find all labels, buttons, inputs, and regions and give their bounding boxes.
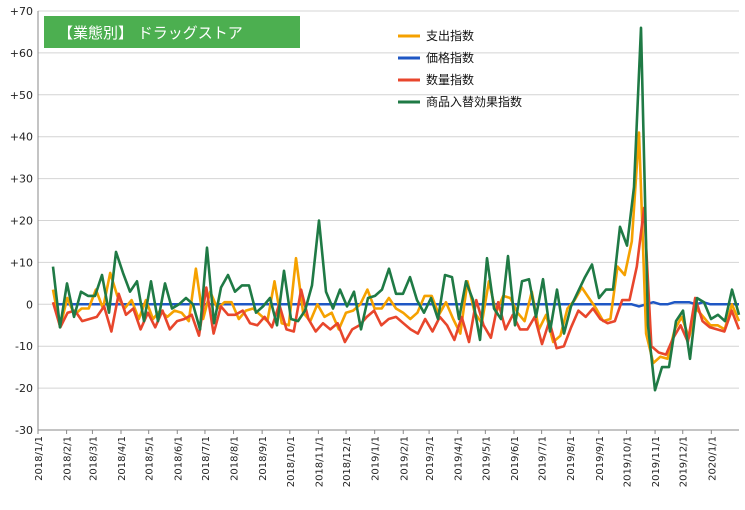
chart-title-box: 【業態別】 ドラッグストア: [44, 16, 300, 48]
series-lines: [51, 26, 741, 392]
y-tick-label: -20: [15, 382, 33, 395]
legend-label: 支出指数: [426, 28, 474, 43]
x-tick-label: 2019/1/1: [371, 436, 382, 481]
x-tick-label: 2019/6/1: [510, 436, 521, 481]
x-tick-label: 2019/3/1: [425, 436, 436, 481]
legend-label: 価格指数: [426, 50, 474, 65]
x-tick-label: 2018/8/1: [230, 436, 241, 481]
legend-label: 商品入替効果指数: [426, 94, 522, 109]
y-tick-label: +60: [10, 47, 33, 60]
x-tick-label: 2018/11/1: [314, 436, 325, 487]
y-tick-labels: -30 -20 -10 0 +10 +20 +30 +40 +50 +60 +70: [10, 5, 33, 437]
x-tick-label: 2018/9/1: [258, 436, 269, 481]
x-tick-label: 2018/2/1: [63, 436, 74, 481]
y-tick-label: -30: [15, 424, 33, 437]
x-tick-label: 2018/3/1: [88, 436, 99, 481]
x-tick-label: 2018/1/1: [34, 436, 45, 481]
x-tick-label: 2019/12/1: [679, 436, 690, 487]
y-tick-label: +40: [10, 131, 33, 144]
series-line-1: [53, 300, 739, 308]
legend-label: 数量指数: [426, 72, 474, 87]
x-tick-label: 2019/10/1: [622, 436, 633, 487]
series-line-2: [51, 206, 741, 356]
x-tick-label: 2018/7/1: [201, 436, 212, 481]
x-tick-label: 2019/8/1: [566, 436, 577, 481]
x-tick-label: 2019/4/1: [454, 436, 465, 481]
axes: [37, 11, 739, 431]
x-tick-label: 2018/6/1: [173, 436, 184, 481]
chart-title: 【業態別】 ドラッグストア: [58, 24, 243, 42]
y-tick-label: -10: [15, 340, 33, 353]
series-line-3: [51, 26, 741, 392]
x-tick-label: 2018/10/1: [286, 436, 297, 487]
x-tick-label: 2019/9/1: [595, 436, 606, 481]
x-tick-label: 2020/1/1: [707, 436, 718, 481]
title-background: [44, 16, 300, 48]
y-tick-label: +50: [10, 89, 33, 102]
x-tick-labels: 2018/1/1 2018/2/1 2018/3/1 2018/4/1 2018/5/1…: [34, 430, 718, 487]
y-tick-label: +70: [10, 5, 33, 18]
y-tick-label: +20: [10, 215, 33, 228]
y-tick-label: 0: [26, 298, 33, 311]
x-tick-label: 2019/11/1: [651, 436, 662, 487]
y-tick-label: +10: [10, 256, 33, 269]
series-line-0: [51, 131, 741, 365]
y-tick-label: +30: [10, 173, 33, 186]
x-tick-label: 2018/5/1: [145, 436, 156, 481]
x-tick-label: 2019/5/1: [481, 436, 492, 481]
gridlines: [38, 10, 739, 431]
x-tick-label: 2018/4/1: [117, 436, 128, 481]
x-tick-label: 2019/7/1: [538, 436, 549, 481]
x-tick-label: 2019/2/1: [399, 436, 410, 481]
x-tick-label: 2018/12/1: [342, 436, 353, 487]
